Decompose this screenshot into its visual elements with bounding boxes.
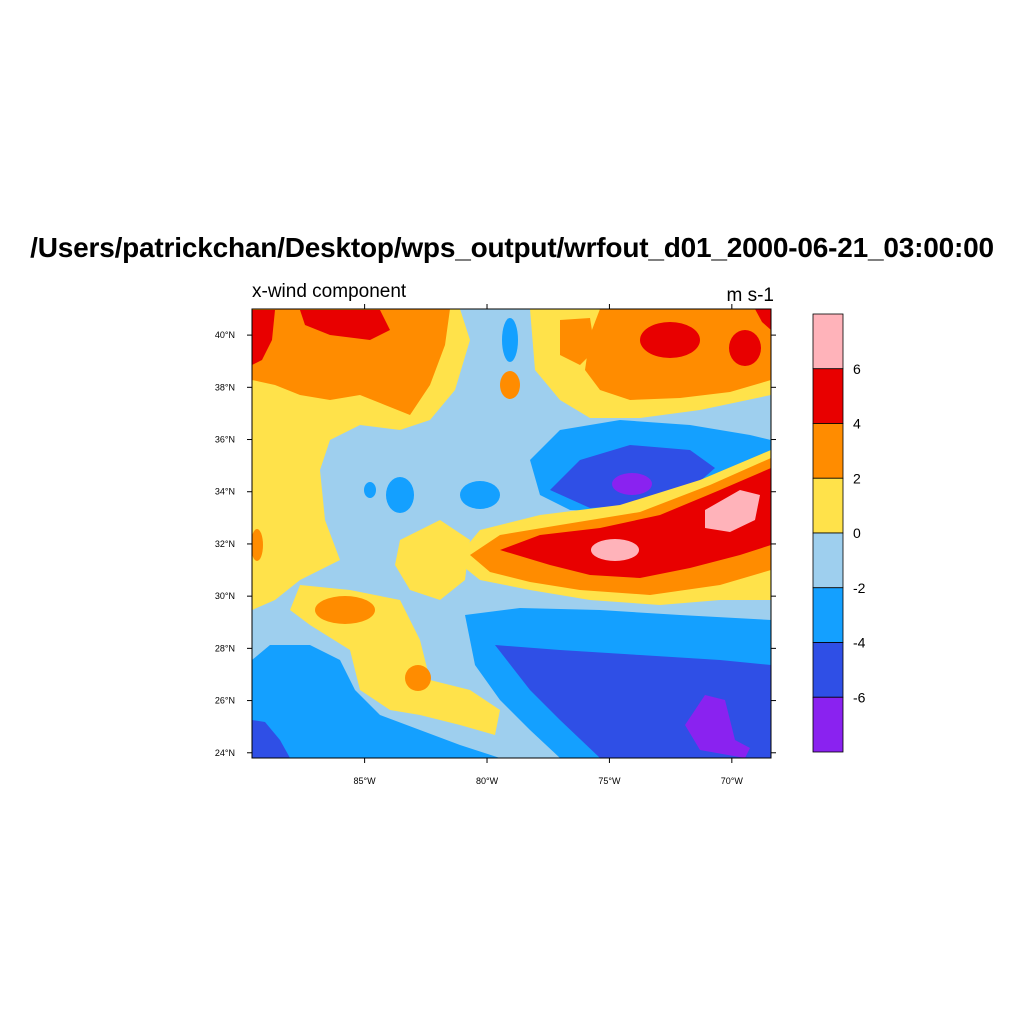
- colorbar-tick-label: 0: [853, 525, 861, 541]
- band-red-nw-1: [252, 310, 275, 365]
- field-label: x-wind component: [252, 281, 407, 302]
- lat-tick-label: 26°N: [215, 696, 235, 706]
- band-dark-blue-gulf: [252, 720, 290, 758]
- colorbar-swatch: [812, 696, 844, 753]
- band-orange-coast-patch: [560, 318, 595, 365]
- band-pink-jet-1: [591, 539, 639, 561]
- lat-tick-label: 24°N: [215, 748, 235, 758]
- lat-tick-label: 40°N: [215, 330, 235, 340]
- band-red-ne-2: [729, 330, 761, 366]
- colorbar: 6 4 2 0 -2 -4 -6: [812, 313, 866, 753]
- band-pink-jet-2: [705, 490, 760, 532]
- lat-tick-label: 30°N: [215, 591, 235, 601]
- patch-blue-inland-1: [386, 477, 414, 513]
- patch-blue-inland-4: [502, 318, 518, 362]
- lat-tick-label: 32°N: [215, 539, 235, 549]
- colorbar-swatch: [812, 423, 844, 479]
- lon-tick-label: 80°W: [476, 776, 499, 786]
- patch-orange-south-2: [405, 665, 431, 691]
- patch-blue-inland-2: [460, 481, 500, 509]
- colorbar-swatch: [812, 477, 844, 534]
- band-purple-south: [685, 695, 750, 758]
- band-yellow-central: [395, 520, 470, 600]
- band-blue-gulf: [252, 645, 500, 758]
- patch-orange-south-1: [315, 596, 375, 624]
- colorbar-swatch: [812, 587, 844, 643]
- band-red-nw-2: [300, 310, 390, 340]
- colorbar-tick-label: -4: [853, 635, 866, 651]
- band-red-jet: [500, 468, 771, 578]
- lon-tick-label: 70°W: [721, 776, 744, 786]
- colorbar-swatch: [812, 532, 844, 589]
- colorbar-swatch: [812, 313, 844, 370]
- lat-tick-label: 36°N: [215, 435, 235, 445]
- lat-tick-label: 34°N: [215, 487, 235, 497]
- map-frame: [251, 308, 772, 759]
- patch-orange-inland: [500, 371, 520, 399]
- axis-ticks: 85°W 80°W 75°W 70°W 24°N 26°N 28°N 30°N 32°N 34°N…: [215, 304, 776, 786]
- band-red-ne-corner: [755, 309, 771, 330]
- lat-tick-label: 38°N: [215, 382, 235, 392]
- colorbar-tick-label: -6: [853, 689, 866, 705]
- wind-field: [252, 309, 771, 758]
- colorbar-swatch: [812, 368, 844, 424]
- colorbar-swatch: [812, 642, 844, 698]
- lon-tick-label: 75°W: [598, 776, 621, 786]
- band-red-ne-1: [640, 322, 700, 358]
- colorbar-tick-label: 6: [853, 361, 861, 377]
- band-purple-coastal-low: [612, 473, 652, 495]
- colorbar-tick-label: 2: [853, 470, 861, 486]
- lon-tick-label: 85°W: [354, 776, 377, 786]
- lat-tick-label: 28°N: [215, 643, 235, 653]
- colorbar-tick-label: 4: [853, 416, 861, 432]
- colorbar-tick-label: -2: [853, 580, 866, 596]
- patch-blue-inland-3: [364, 482, 376, 498]
- band-orange-northwest: [252, 309, 450, 415]
- plot-title: /Users/patrickchan/Desktop/wps_output/wr…: [30, 232, 994, 263]
- units-label: m s-1: [726, 285, 775, 306]
- patch-orange-west: [252, 529, 263, 561]
